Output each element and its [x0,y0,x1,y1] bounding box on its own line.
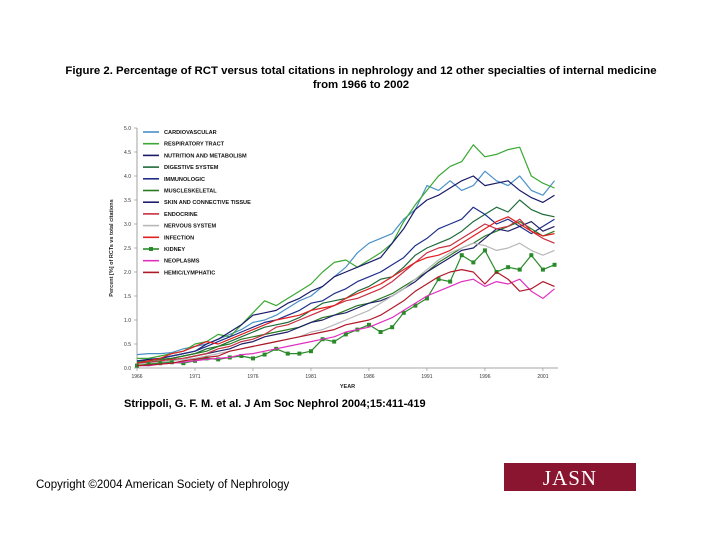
kidney-marker [540,267,545,272]
legend-label: HEMIC/LYMPHATIC [164,270,215,276]
rct-percentage-line-chart: 0.0 0.5 1.0 1.5 2.0 2.5 3.0 3.5 4.0 4.5 5.0 1966 197… [109,126,558,390]
kidney-marker [297,351,302,356]
series-line-hemic-lymphatic [136,269,555,367]
legend-label: INFECTION [164,235,194,241]
y-tick-label: 0.0 [124,366,131,372]
series-line-neoplasms [137,278,555,367]
series-infection [136,216,555,364]
series-hemic-lymphatic [136,269,555,367]
kidney-marker [482,248,487,253]
kidney-marker [436,277,441,282]
kidney-marker [250,356,255,361]
series-nutrition-and-metabolism [136,175,555,362]
kidney-marker [169,360,174,365]
x-tick-label: 1966 [131,374,142,380]
x-axis-title: YEAR [340,384,355,390]
kidney-marker [332,339,337,344]
y-tick-label: 3.0 [124,222,131,228]
series-line-nutrition-and-metabolism [136,175,555,362]
x-tick-label: 1976 [247,374,258,380]
y-tick-label: 1.0 [124,318,131,324]
citation: Strippoli, G. F. M. et al. J Am Soc Neph… [124,398,426,410]
series-line-infection [136,216,555,364]
legend-label: DIGESTIVE SYSTEM [164,165,219,171]
kidney-marker [308,349,313,354]
kidney-marker [366,322,371,327]
kidney-marker [471,260,476,265]
y-axis-title: Percent [%] of RCTs vs total citations [109,199,115,296]
chart-legend: CARDIOVASCULAR RESPIRATORY TRACT NUTRITION… [143,130,251,276]
series-kidney [135,248,557,368]
kidney-marker [239,354,244,358]
series-endocrine [136,218,555,364]
figure-title: Figure 2. Percentage of RCT versus total… [20,64,702,92]
kidney-marker [424,296,429,301]
kidney-marker [401,310,406,315]
series-nervous-system [136,242,555,365]
series-neoplasms [137,278,555,367]
x-tick-label: 1996 [479,374,490,380]
figure-title-line2: from 1966 to 2002 [312,79,410,91]
kidney-marker [413,303,418,308]
kidney-marker [262,352,267,357]
legend-label: NUTRITION AND METABOLISM [164,153,247,159]
kidney-marker [204,356,209,361]
series-line-muscleskeletal [136,220,555,363]
legend-label: ENDOCRINE [164,212,198,218]
y-tick-label: 2.0 [124,270,131,276]
kidney-marker [146,362,151,367]
y-tick-label: 4.0 [124,174,131,180]
kidney-marker [390,325,395,330]
chart-axes: 0.0 0.5 1.0 1.5 2.0 2.5 3.0 3.5 4.0 4.5 5.0 1966 197… [124,126,558,380]
x-tick-label: 2001 [537,374,548,380]
x-tick-label: 1986 [363,374,374,380]
x-tick-label: 1981 [305,374,316,380]
y-tick-label: 2.5 [124,246,131,252]
legend-label: RESPIRATORY TRACT [164,142,225,148]
figure-title-line1: Figure 2. Percentage of RCT versus total… [65,65,657,77]
kidney-marker [216,357,221,362]
y-tick-label: 3.5 [124,198,131,204]
legend-label: NERVOUS SYSTEM [164,224,216,230]
kidney-marker [378,330,383,334]
kidney-marker [343,332,348,337]
series-immunologic [137,206,555,362]
legend-label: CARDIOVASCULAR [164,130,217,136]
legend-label: KIDNEY [164,247,185,253]
y-tick-label: 5.0 [124,126,131,132]
copyright-notice: Copyright ©2004 American Society of Neph… [36,479,290,491]
series-line-skin-and-connective-tissue [137,220,555,364]
kidney-marker [529,253,534,258]
series-skin-and-connective-tissue [137,220,555,364]
y-tick-label: 0.5 [124,342,131,348]
legend-marker [149,247,153,251]
kidney-marker [552,262,557,267]
kidney-marker [517,267,522,272]
chart-series [135,144,557,368]
kidney-marker [506,265,511,270]
legend-label: IMMUNOLOGIC [164,177,205,183]
series-line-endocrine [136,218,555,364]
kidney-marker [181,361,186,366]
x-tick-label: 1991 [421,374,432,380]
series-line-immunologic [137,206,555,362]
legend-label: NEOPLASMS [164,259,200,265]
legend-label: MUSCLESKELETAL [164,189,217,195]
kidney-marker [285,351,290,356]
x-tick-label: 1971 [189,374,200,380]
legend-label: SKIN AND CONNECTIVE TISSUE [164,200,251,206]
series-muscleskeletal [136,220,555,363]
kidney-marker [459,253,464,258]
kidney-marker [158,361,163,366]
series-line-nervous-system [136,242,555,365]
y-tick-label: 1.5 [124,294,131,300]
y-tick-label: 4.5 [124,150,131,156]
jasn-logo: JASN [504,463,636,491]
kidney-marker [448,279,453,284]
